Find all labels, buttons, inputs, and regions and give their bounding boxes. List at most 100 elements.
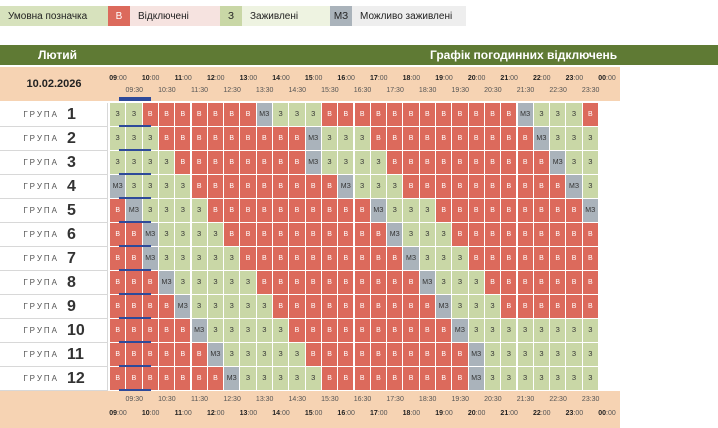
group-number: 1 — [67, 105, 76, 123]
schedule-cell: З — [387, 175, 404, 199]
schedule-cell: В — [191, 127, 208, 151]
schedule-cell: В — [338, 295, 355, 319]
schedule-cell: В — [289, 223, 306, 247]
schedule-cell: МЗ — [142, 247, 159, 271]
group-word: ГРУПА — [23, 110, 59, 119]
schedule-cell: В — [142, 295, 159, 319]
half-hour-label-top: 17:30 — [386, 87, 404, 94]
schedule-cell: В — [370, 319, 388, 343]
schedule-cell: В — [305, 319, 322, 343]
hour-label-bottom: 18:00 — [402, 410, 421, 417]
schedule-cell: З — [582, 367, 599, 391]
half-hour-label-top: 12:30 — [223, 87, 241, 94]
date-label: 10.02.2026 — [0, 67, 108, 101]
half-hour-label-top: 18:30 — [418, 87, 437, 94]
half-hour-label-top: 09:30 — [125, 87, 144, 94]
group-word: ГРУПА — [23, 134, 59, 143]
hour-label-bottom: 14:00 — [272, 410, 290, 417]
hour-label-bottom: 10:00 — [141, 410, 160, 417]
schedule-cell: В — [436, 103, 453, 127]
schedule-cell: В — [533, 295, 551, 319]
schedule-cell: З — [142, 127, 159, 151]
half-hour-label-top: 16:30 — [353, 87, 372, 94]
schedule-cell: МЗ — [142, 223, 159, 247]
schedule-cell: В — [468, 199, 485, 223]
schedule-cell: З — [338, 127, 355, 151]
half-hour-label-bottom: 11:30 — [191, 396, 208, 403]
schedule-cell: В — [207, 127, 225, 151]
schedule-cell: В — [305, 271, 322, 295]
schedule-cell: В — [191, 103, 208, 127]
group-number: 12 — [67, 369, 85, 387]
group-label-6: ГРУПА 6 — [0, 223, 108, 247]
legend-item-5: МЗ — [330, 6, 352, 26]
schedule-cell: З — [256, 343, 273, 367]
schedule-cell: В — [403, 127, 420, 151]
schedule-cell: В — [370, 103, 388, 127]
schedule-cell: В — [452, 127, 469, 151]
schedule-cell: В — [387, 295, 404, 319]
schedule-cell: В — [484, 151, 502, 175]
group-word: ГРУПА — [23, 326, 59, 335]
schedule-cell: В — [240, 223, 257, 247]
schedule-cell: З — [550, 319, 567, 343]
schedule-cell: З — [566, 103, 583, 127]
schedule-cell: З — [468, 271, 485, 295]
schedule-cell: В — [582, 247, 599, 271]
schedule-cell: З — [175, 271, 192, 295]
schedule-cell: В — [436, 175, 453, 199]
schedule-cell: В — [305, 343, 322, 367]
hour-label-bottom: 00:00 — [598, 410, 616, 417]
schedule-cell: В — [517, 127, 534, 151]
current-time-line — [119, 269, 151, 271]
schedule-cell: В — [207, 103, 225, 127]
half-hour-label-bottom: 13:30 — [255, 396, 274, 403]
schedule-cell: З — [207, 319, 225, 343]
schedule-cell: З — [452, 247, 469, 271]
schedule-cell: В — [501, 175, 518, 199]
schedule-cell: МЗ — [126, 199, 143, 223]
schedule-cell: В — [370, 295, 388, 319]
schedule-cell: З — [158, 199, 176, 223]
hour-label-top: 19:00 — [435, 75, 453, 82]
schedule-cell: В — [517, 199, 534, 223]
schedule-cell: В — [256, 151, 273, 175]
schedule-cell: МЗ — [468, 343, 485, 367]
schedule-cell: В — [321, 223, 339, 247]
schedule-cell: З — [191, 271, 208, 295]
hour-label-bottom: 12:00 — [207, 410, 225, 417]
schedule-cell: В — [370, 271, 388, 295]
schedule-cell: МЗ — [387, 223, 404, 247]
schedule-cell: В — [110, 199, 127, 223]
schedule-cell: В — [550, 247, 567, 271]
schedule-cell: З — [142, 151, 159, 175]
schedule-cell: В — [273, 199, 290, 223]
hour-label-top: 22:00 — [533, 75, 551, 82]
schedule-cell: В — [517, 247, 534, 271]
schedule-cell: В — [191, 175, 208, 199]
half-hour-label-top: 22:30 — [549, 87, 567, 94]
schedule-cell: МЗ — [468, 367, 485, 391]
half-hour-label-bottom: 15:30 — [321, 396, 339, 403]
schedule-cell: З — [289, 103, 306, 127]
schedule-cell: З — [175, 223, 192, 247]
schedule-cell: В — [321, 247, 339, 271]
hour-label-bottom: 15:00 — [304, 410, 323, 417]
schedule-cell: В — [517, 271, 534, 295]
schedule-cell: В — [289, 247, 306, 271]
legend: Умовна позначка В Відключені З Заживлені МЗ Мо… — [0, 6, 466, 26]
schedule-cell: З — [142, 199, 159, 223]
schedule-cell: В — [240, 247, 257, 271]
schedule-cell: В — [338, 103, 355, 127]
schedule-cell: МЗ — [550, 151, 567, 175]
half-hour-label-top: 20:30 — [484, 87, 502, 94]
half-hour-label-top: 19:30 — [451, 87, 470, 94]
schedule-cell: МЗ — [517, 103, 534, 127]
schedule-cell: В — [224, 175, 241, 199]
group-label-7: ГРУПА 7 — [0, 247, 108, 271]
schedule-cell: В — [436, 319, 453, 343]
group-label-4: ГРУПА 4 — [0, 175, 108, 199]
schedule-cell: З — [354, 175, 371, 199]
schedule-cell: З — [582, 127, 599, 151]
schedule-cell: В — [436, 367, 453, 391]
